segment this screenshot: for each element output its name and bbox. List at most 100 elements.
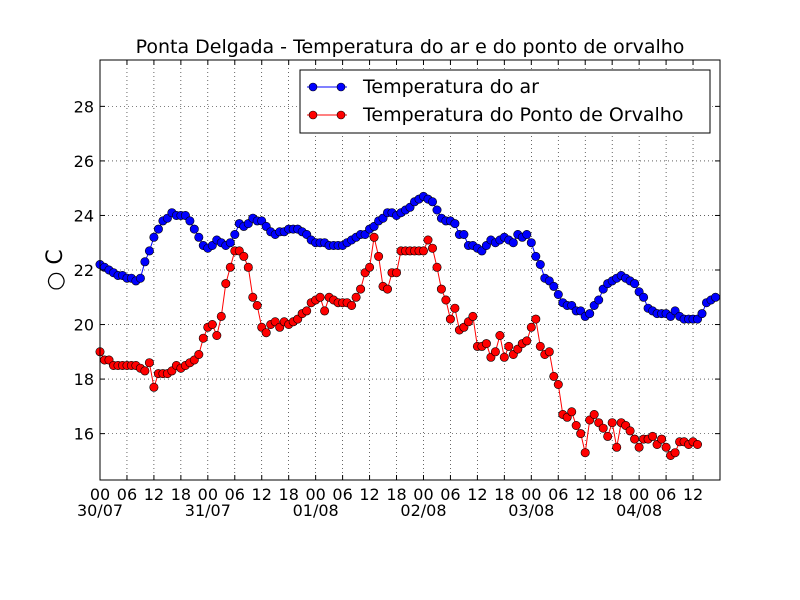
x-tick-label: 12: [467, 485, 487, 504]
data-point: [239, 251, 249, 261]
x-tick-label: 00: [305, 485, 325, 504]
data-point: [427, 197, 437, 207]
y-tick-label: 18: [74, 370, 94, 389]
data-point: [382, 284, 392, 294]
x-tick-date-label: 04/08: [616, 501, 662, 520]
legend-marker-dewpoint: [308, 110, 318, 120]
data-point: [580, 448, 590, 458]
y-tick-labels: 16 18 20 22 24 26 28: [74, 97, 94, 443]
data-point: [225, 262, 235, 272]
ticks: [99, 60, 720, 480]
data-point: [221, 279, 231, 289]
data-point: [603, 431, 613, 441]
x-tick-label: 12: [683, 485, 703, 504]
data-point: [144, 358, 154, 368]
data-point: [625, 426, 635, 436]
data-point: [594, 295, 604, 305]
data-point: [481, 339, 491, 349]
data-point: [216, 311, 226, 321]
data-point: [710, 292, 720, 302]
data-point: [189, 224, 199, 234]
x-tick-label: 00: [198, 485, 218, 504]
legend: Temperatura do ar Temperatura do Ponto d…: [299, 69, 711, 134]
data-point: [576, 429, 586, 439]
series-layer: [95, 191, 720, 460]
data-point: [261, 328, 271, 338]
data-point: [459, 230, 469, 240]
data-point: [347, 300, 357, 310]
data-point: [432, 205, 442, 215]
x-tick-date-label: 01/08: [293, 501, 339, 520]
data-point: [508, 238, 518, 248]
data-point: [535, 341, 545, 351]
data-point: [504, 341, 514, 351]
data-point: [391, 268, 401, 278]
y-tick-label: 22: [74, 261, 94, 280]
data-point: [149, 382, 159, 392]
x-tick-label: 00: [629, 485, 649, 504]
data-point: [135, 273, 145, 283]
data-point: [450, 219, 460, 229]
data-point: [495, 330, 505, 340]
data-point: [634, 442, 644, 452]
data-point: [185, 216, 195, 226]
x-tick-label: 06: [225, 485, 245, 504]
data-point: [612, 442, 622, 452]
data-point: [445, 314, 455, 324]
data-point: [369, 232, 379, 242]
data-point: [567, 407, 577, 417]
x-tick-label: 12: [575, 485, 595, 504]
data-point: [522, 230, 532, 240]
legend-marker-air: [308, 82, 318, 92]
x-tick-label: 12: [252, 485, 272, 504]
data-point: [441, 295, 451, 305]
data-point: [450, 303, 460, 313]
x-tick-label: 00: [521, 485, 541, 504]
data-point: [144, 246, 154, 256]
data-point: [212, 330, 222, 340]
data-point: [365, 262, 375, 272]
data-point: [544, 347, 554, 357]
x-tick-date-label: 02/08: [400, 501, 446, 520]
data-point: [436, 284, 446, 294]
data-point: [468, 311, 478, 321]
data-point: [657, 434, 667, 444]
data-point: [252, 300, 262, 310]
data-point: [225, 238, 235, 248]
data-point: [207, 319, 217, 329]
data-point: [356, 284, 366, 294]
y-tick-label: 16: [74, 425, 94, 444]
data-point: [248, 292, 258, 302]
data-point: [692, 439, 702, 449]
y-tick-label: 20: [74, 316, 94, 335]
legend-marker-air: [336, 82, 346, 92]
legend-marker-dewpoint: [336, 110, 346, 120]
x-tick-label: 18: [386, 485, 406, 504]
data-point: [153, 224, 163, 234]
x-tick-label: 06: [656, 485, 676, 504]
data-point: [697, 309, 707, 319]
data-point: [198, 333, 208, 343]
chart-title: Ponta Delgada - Temperatura do ar e do p…: [136, 36, 685, 58]
data-point: [526, 238, 536, 248]
data-point: [490, 347, 500, 357]
data-point: [320, 306, 330, 316]
data-point: [639, 292, 649, 302]
data-point: [531, 314, 541, 324]
data-point: [374, 251, 384, 261]
data-point: [526, 322, 536, 332]
x-tick-date-label: 03/08: [508, 501, 554, 520]
data-point: [531, 251, 541, 261]
data-point: [598, 423, 608, 433]
data-point: [149, 232, 159, 242]
data-point: [553, 379, 563, 389]
x-tick-date-label: 31/07: [185, 501, 231, 520]
x-tick-label: 00: [90, 485, 110, 504]
data-point: [427, 243, 437, 253]
y-tick-label: 24: [74, 206, 94, 225]
data-point: [432, 262, 442, 272]
data-point: [194, 232, 204, 242]
data-point: [630, 434, 640, 444]
data-point: [351, 292, 361, 302]
